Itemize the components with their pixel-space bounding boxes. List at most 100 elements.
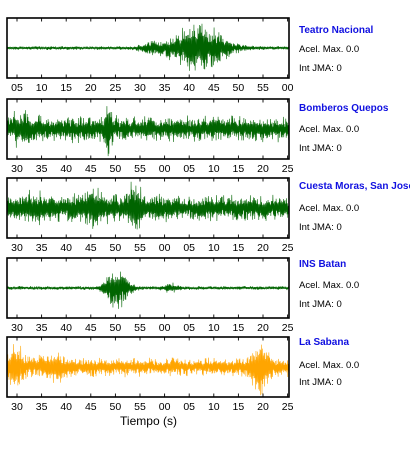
int-jma-4: Int JMA: 0 bbox=[299, 377, 342, 388]
tick-label: 35 bbox=[159, 82, 171, 94]
acel-max-label: Acel. Max. bbox=[299, 203, 344, 214]
tick-label: 25 bbox=[282, 163, 294, 175]
tick-label: 00 bbox=[159, 322, 171, 334]
acel-max-value: 0.0 bbox=[346, 280, 360, 291]
int-jma-value: 0 bbox=[336, 299, 342, 310]
tick-label: 45 bbox=[85, 322, 97, 334]
tick-label: 55 bbox=[257, 82, 269, 94]
tick-label: 30 bbox=[11, 242, 23, 254]
tick-label: 45 bbox=[85, 242, 97, 254]
acel-max-label: Acel. Max. bbox=[299, 124, 344, 135]
acel-max-3: Acel. Max. 0.0 bbox=[299, 280, 359, 291]
int-jma-3: Int JMA: 0 bbox=[299, 299, 342, 310]
tick-label: 20 bbox=[257, 242, 269, 254]
tick-label: 55 bbox=[134, 401, 146, 413]
int-jma-value: 0 bbox=[336, 63, 342, 74]
tick-label: 35 bbox=[36, 242, 48, 254]
tick-label: 30 bbox=[11, 322, 23, 334]
tick-label: 15 bbox=[233, 163, 245, 175]
tick-label: 15 bbox=[233, 322, 245, 334]
tick-label: 45 bbox=[85, 163, 97, 175]
waveform-0 bbox=[6, 23, 290, 71]
acel-max-label: Acel. Max. bbox=[299, 280, 344, 291]
tick-label: 10 bbox=[36, 82, 48, 94]
tick-label: 55 bbox=[134, 163, 146, 175]
tick-label: 15 bbox=[60, 82, 72, 94]
int-jma-1: Int JMA: 0 bbox=[299, 143, 342, 154]
tick-label: 40 bbox=[60, 401, 72, 413]
tick-label: 05 bbox=[183, 163, 195, 175]
tick-label: 40 bbox=[60, 322, 72, 334]
tick-label: 50 bbox=[110, 322, 122, 334]
int-jma-value: 0 bbox=[336, 222, 342, 233]
tick-label: 25 bbox=[282, 242, 294, 254]
int-jma-value: 0 bbox=[336, 143, 342, 154]
int-jma-label: Int JMA: bbox=[299, 377, 334, 388]
panel-frame-4 bbox=[6, 336, 290, 398]
tick-label: 05 bbox=[183, 242, 195, 254]
panel-frame-3 bbox=[6, 257, 290, 319]
tick-label: 25 bbox=[282, 322, 294, 334]
tick-label: 05 bbox=[183, 401, 195, 413]
tick-label: 20 bbox=[85, 82, 97, 94]
int-jma-label: Int JMA: bbox=[299, 222, 334, 233]
tick-label: 35 bbox=[36, 163, 48, 175]
panel-2: 30 35 40 45 50 55 00 05 10 15 20 25 bbox=[6, 177, 294, 254]
tick-label: 40 bbox=[183, 82, 195, 94]
panel-4: 30 35 40 45 50 55 00 05 10 15 20 25 bbox=[6, 336, 294, 413]
tick-label: 30 bbox=[11, 163, 23, 175]
acel-max-value: 0.0 bbox=[346, 360, 360, 371]
waveform-3 bbox=[6, 271, 290, 309]
waveform-2 bbox=[6, 181, 290, 230]
tick-label: 10 bbox=[208, 242, 220, 254]
tick-label: 00 bbox=[159, 163, 171, 175]
tick-label: 30 bbox=[134, 82, 146, 94]
tick-label: 00 bbox=[159, 401, 171, 413]
acel-max-2: Acel. Max. 0.0 bbox=[299, 203, 359, 214]
int-jma-label: Int JMA: bbox=[299, 299, 334, 310]
tick-label: 35 bbox=[36, 401, 48, 413]
panel-frame-0 bbox=[6, 17, 290, 79]
x-axis-label: Tiempo (s) bbox=[120, 414, 177, 428]
int-jma-0: Int JMA: 0 bbox=[299, 63, 342, 74]
tick-label: 50 bbox=[110, 401, 122, 413]
acel-max-label: Acel. Max. bbox=[299, 44, 344, 55]
tick-label: 05 bbox=[183, 322, 195, 334]
acel-max-1: Acel. Max. 0.0 bbox=[299, 124, 359, 135]
tick-label: 50 bbox=[233, 82, 245, 94]
panel-frame-1 bbox=[6, 98, 290, 160]
tick-label: 35 bbox=[36, 322, 48, 334]
tick-label: 25 bbox=[282, 401, 294, 413]
tick-label: 10 bbox=[208, 401, 220, 413]
tick-label: 15 bbox=[233, 242, 245, 254]
tick-label: 10 bbox=[208, 322, 220, 334]
station-name-3: INS Batan bbox=[299, 259, 347, 270]
tick-label: 15 bbox=[233, 401, 245, 413]
station-name-1: Bomberos Quepos bbox=[299, 103, 389, 114]
tick-label: 45 bbox=[85, 401, 97, 413]
acel-max-value: 0.0 bbox=[346, 44, 360, 55]
int-jma-value: 0 bbox=[336, 377, 342, 388]
acel-max-4: Acel. Max. 0.0 bbox=[299, 360, 359, 371]
int-jma-label: Int JMA: bbox=[299, 63, 334, 74]
station-name-2: Cuesta Moras, San Jose bbox=[299, 181, 410, 192]
tick-label: 10 bbox=[208, 163, 220, 175]
tick-label: 50 bbox=[110, 163, 122, 175]
tick-label: 40 bbox=[60, 163, 72, 175]
tick-label: 25 bbox=[110, 82, 122, 94]
tick-label: 40 bbox=[60, 242, 72, 254]
acel-max-value: 0.0 bbox=[346, 124, 360, 135]
waveform-1 bbox=[6, 106, 290, 157]
tick-label: 55 bbox=[134, 322, 146, 334]
tick-label: 20 bbox=[257, 401, 269, 413]
station-name-4: La Sabana bbox=[299, 337, 350, 348]
tick-label: 50 bbox=[110, 242, 122, 254]
int-jma-label: Int JMA: bbox=[299, 143, 334, 154]
tick-label: 30 bbox=[11, 401, 23, 413]
tick-label: 45 bbox=[208, 82, 220, 94]
tick-label: 00 bbox=[282, 82, 294, 94]
tick-label: 05 bbox=[11, 82, 23, 94]
station-name-0: Teatro Nacional bbox=[299, 25, 374, 36]
panel-3: 30 35 40 45 50 55 00 05 10 15 20 25 bbox=[6, 257, 294, 334]
tick-label: 20 bbox=[257, 163, 269, 175]
